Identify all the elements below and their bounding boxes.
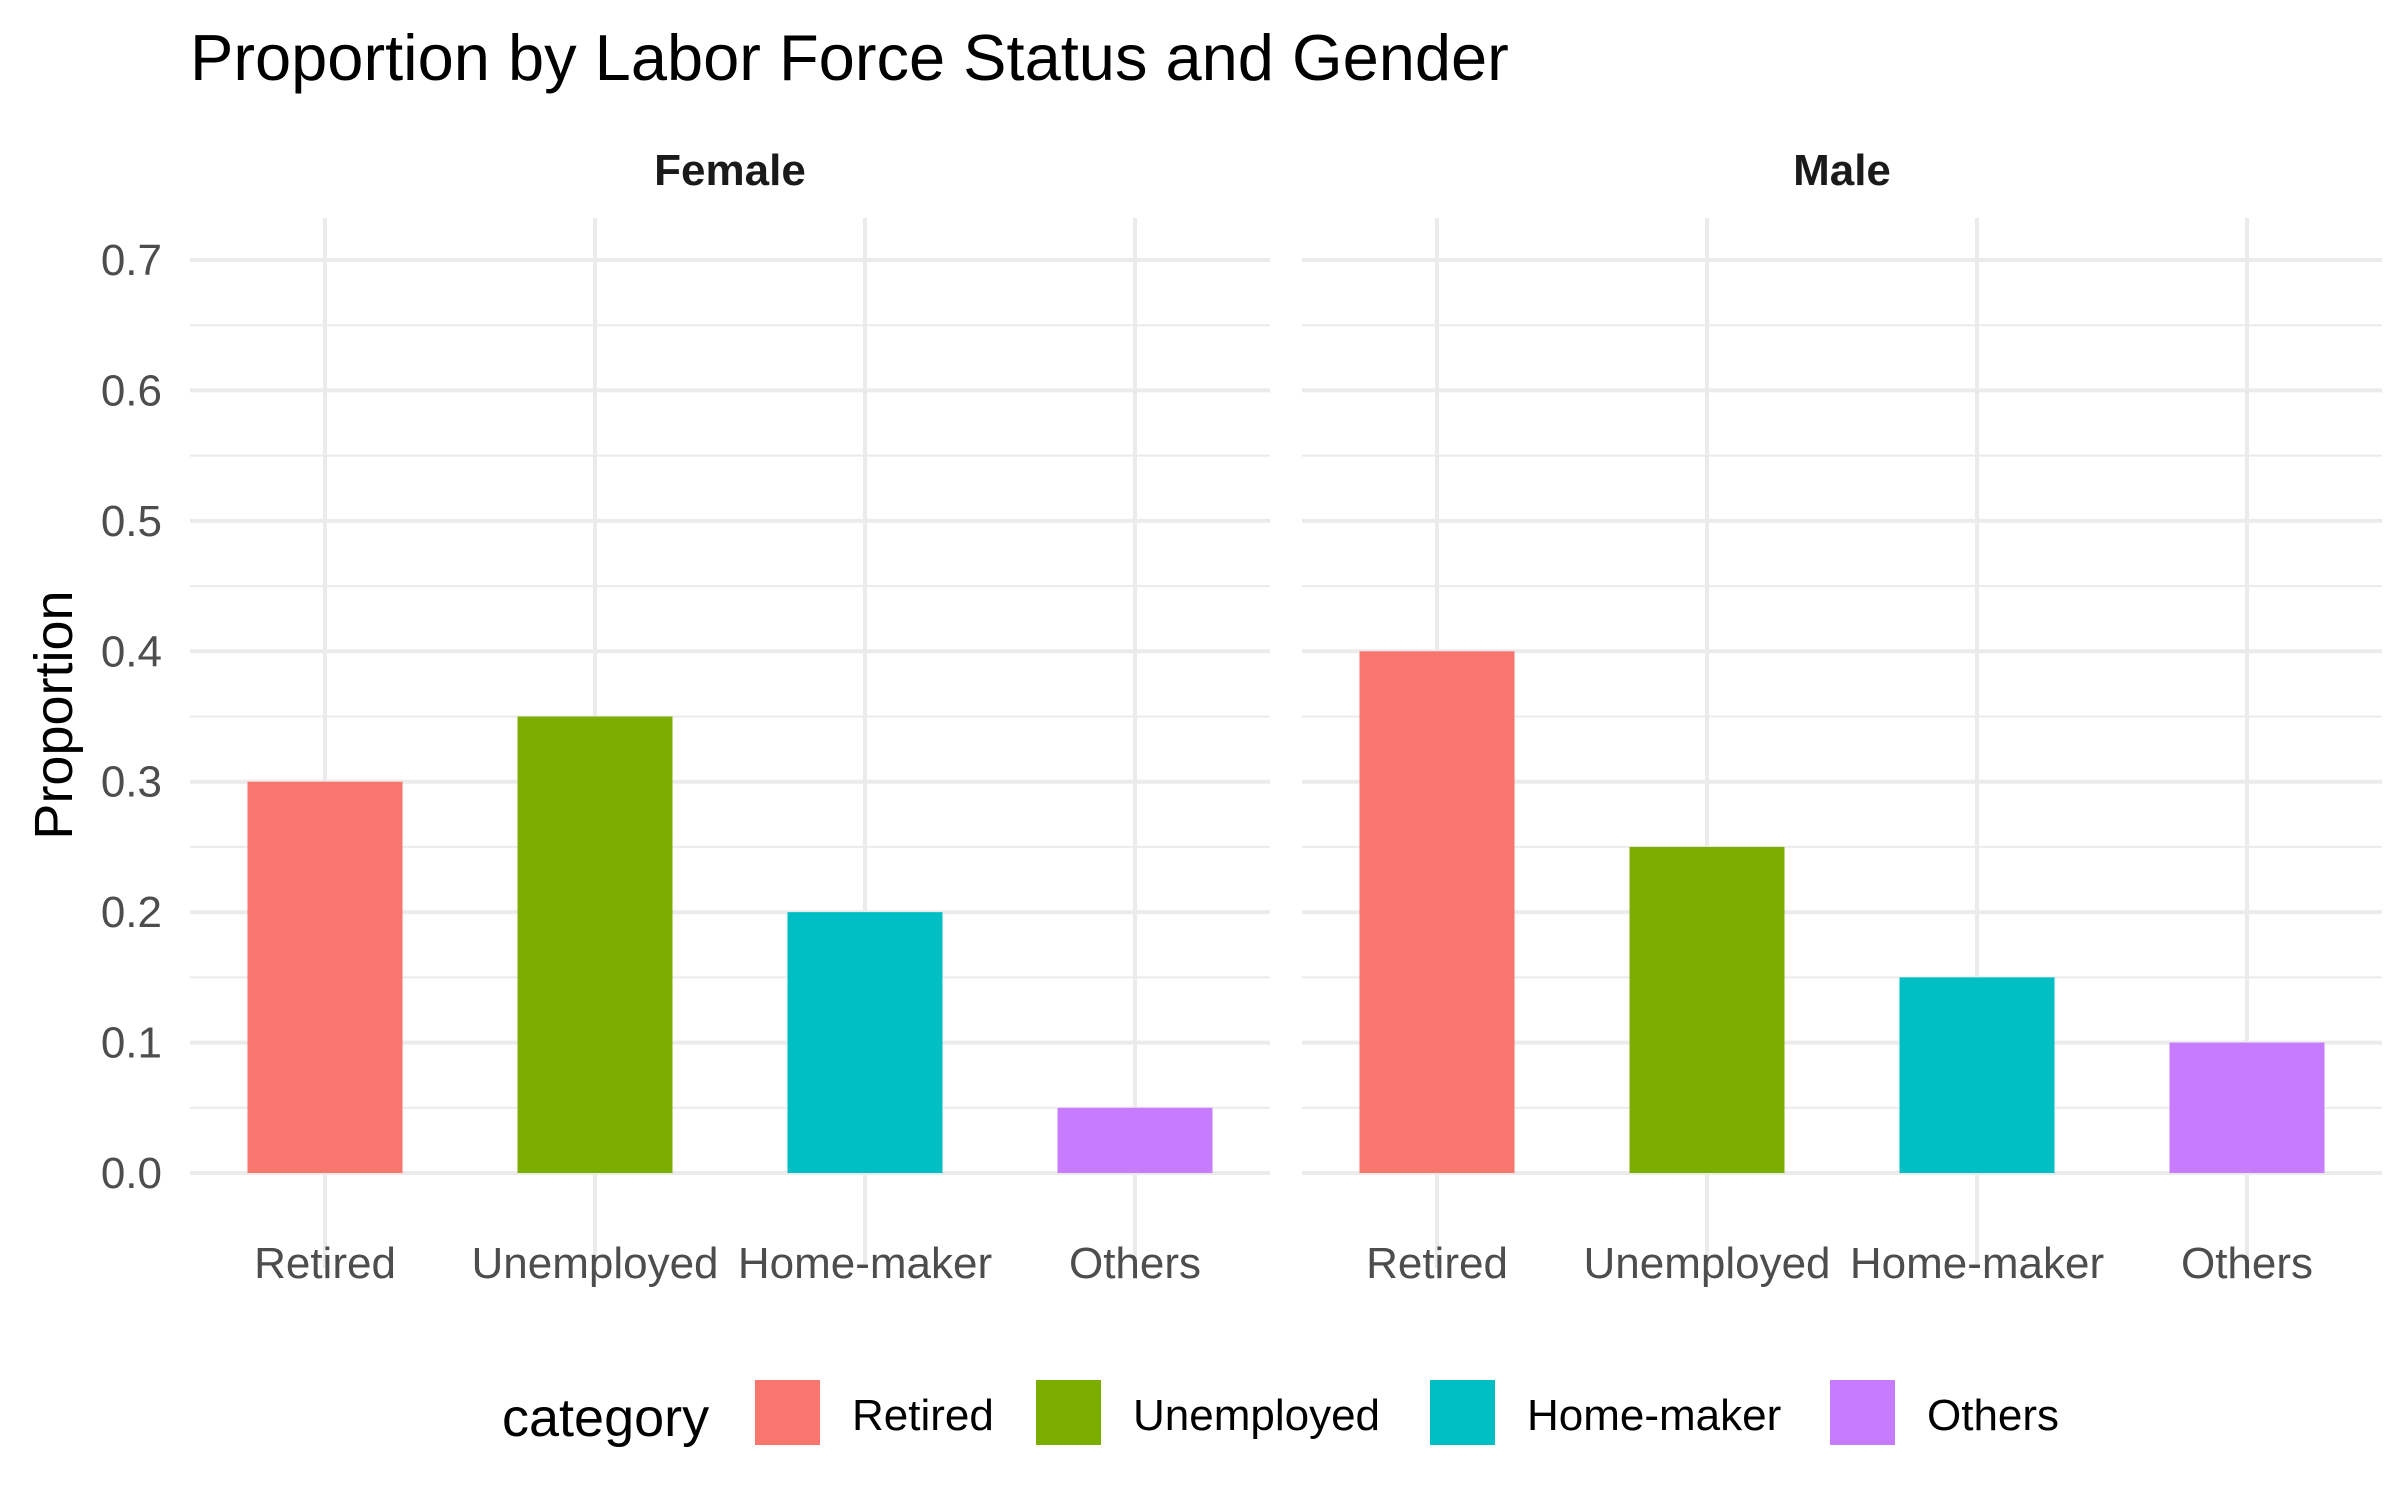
x-tick-label: Home-maker: [1850, 1239, 2104, 1288]
legend: category Retired Unemployed Home-maker Othe…: [502, 1380, 2059, 1448]
legend-key: [1430, 1380, 1495, 1445]
y-tick-label: 0.5: [101, 497, 162, 546]
legend-title: category: [502, 1388, 709, 1448]
y-tick-label: 0.6: [101, 366, 162, 415]
facet-strip-label: Female: [654, 146, 806, 195]
legend-key: [1830, 1380, 1895, 1445]
x-tick-label: Others: [1069, 1239, 1201, 1288]
bar-female-retired: [247, 781, 403, 1173]
x-tick-label: Retired: [254, 1239, 396, 1288]
chart-title: Proportion by Labor Force Status and Gen…: [190, 21, 1509, 94]
x-tick-label: Unemployed: [471, 1239, 718, 1288]
bar-male-home-maker: [1899, 977, 2055, 1173]
y-tick-label: 0.2: [101, 888, 162, 937]
bar-male-unemployed: [1629, 846, 1785, 1173]
x-tick-label: Others: [2181, 1239, 2313, 1288]
bar-female-unemployed: [517, 716, 673, 1173]
bar-female-others: [1057, 1107, 1213, 1173]
legend-item-unemployed: Unemployed: [1036, 1380, 1380, 1445]
legend-item-others: Others: [1830, 1380, 2059, 1445]
bar-male-retired: [1359, 651, 1515, 1173]
y-tick-label: 0.3: [101, 758, 162, 807]
y-axis-title: Proportion: [24, 590, 84, 839]
legend-key: [755, 1380, 820, 1445]
legend-label: Unemployed: [1133, 1391, 1380, 1440]
x-tick-label: Unemployed: [1583, 1239, 1830, 1288]
y-tick-label: 0.7: [101, 236, 162, 285]
y-tick-label: 0.4: [101, 627, 162, 676]
legend-item-retired: Retired: [755, 1380, 994, 1445]
panel-female: Retired Unemployed Home-maker Others Female 0…: [101, 146, 1270, 1288]
x-tick-label: Home-maker: [738, 1239, 992, 1288]
bar-male-others: [2169, 1042, 2325, 1173]
facet-strip-label: Male: [1793, 146, 1891, 195]
legend-key: [1036, 1380, 1101, 1445]
y-tick-label: 0.1: [101, 1019, 162, 1068]
y-tick-label: 0.0: [101, 1149, 162, 1198]
chart-panels: Retired Unemployed Home-maker Others Female 0…: [101, 146, 2382, 1288]
legend-label: Others: [1927, 1391, 2059, 1440]
legend-item-home-maker: Home-maker: [1430, 1380, 1781, 1445]
legend-label: Retired: [852, 1391, 994, 1440]
bar-female-home-maker: [787, 912, 943, 1173]
legend-label: Home-maker: [1527, 1391, 1781, 1440]
x-tick-label: Retired: [1366, 1239, 1508, 1288]
panel-male: Retired Unemployed Home-maker Others Male: [1302, 146, 2382, 1288]
